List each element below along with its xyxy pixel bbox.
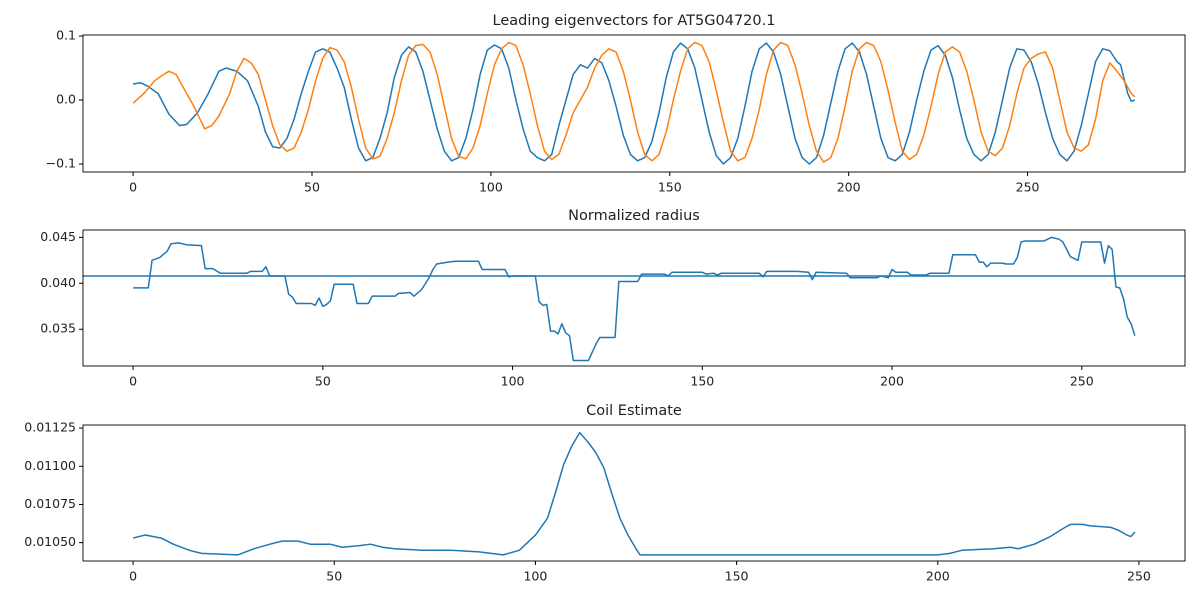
data-line — [132, 42, 1136, 165]
x-tick-label: 200 — [880, 374, 904, 389]
y-tick-label: 0.040 — [40, 275, 76, 290]
axes-frame — [82, 424, 1186, 562]
axes-frame — [82, 229, 1186, 367]
x-tick-label: 150 — [690, 374, 714, 389]
x-tick-label: 100 — [479, 180, 503, 195]
x-tick-label: 150 — [658, 180, 682, 195]
x-tick-label: 0 — [129, 374, 137, 389]
x-tick-label: 100 — [523, 569, 547, 584]
x-tick-label: 50 — [326, 569, 342, 584]
x-tick-label: 200 — [837, 180, 861, 195]
y-tick-label: 0.045 — [40, 229, 76, 244]
y-tick-label: −0.1 — [46, 156, 76, 171]
y-tick-label: 0.1 — [56, 28, 76, 43]
x-tick-label: 150 — [725, 569, 749, 584]
data-line — [133, 236, 1136, 362]
subplot-title: Normalized radius — [568, 208, 700, 224]
x-tick-label: 250 — [1016, 180, 1040, 195]
x-tick-label: 50 — [304, 180, 320, 195]
x-tick-label: 50 — [315, 374, 331, 389]
subplot-title: Leading eigenvectors for AT5G04720.1 — [493, 13, 776, 29]
axes-frame — [82, 34, 1186, 173]
y-tick-label: 0.01075 — [24, 496, 76, 511]
y-tick-label: 0.035 — [40, 321, 76, 336]
data-line — [132, 41, 1136, 163]
y-tick-label: 0.01050 — [24, 534, 76, 549]
x-tick-label: 250 — [1127, 569, 1151, 584]
x-tick-label: 100 — [501, 374, 525, 389]
x-tick-label: 200 — [926, 569, 950, 584]
y-tick-label: 0.01100 — [24, 458, 76, 473]
x-tick-label: 0 — [129, 180, 137, 195]
x-tick-label: 250 — [1070, 374, 1094, 389]
data-line — [132, 431, 1136, 556]
y-tick-label: 0.01125 — [24, 420, 76, 435]
x-tick-label: 0 — [129, 569, 137, 584]
y-tick-label: 0.0 — [56, 92, 76, 107]
subplot-title: Coil Estimate — [586, 403, 682, 419]
